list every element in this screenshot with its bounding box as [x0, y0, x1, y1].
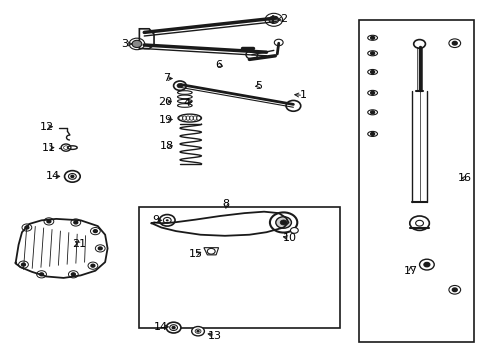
Circle shape — [47, 220, 51, 223]
Text: 1: 1 — [299, 90, 306, 100]
Circle shape — [177, 84, 183, 88]
Circle shape — [370, 36, 374, 39]
Text: 18: 18 — [160, 141, 174, 151]
Circle shape — [165, 219, 168, 221]
Text: 8: 8 — [222, 199, 229, 210]
Circle shape — [25, 226, 29, 229]
Circle shape — [98, 247, 102, 250]
Circle shape — [71, 273, 75, 276]
Circle shape — [74, 221, 78, 224]
Circle shape — [159, 215, 175, 226]
Circle shape — [419, 259, 433, 270]
Circle shape — [197, 330, 199, 332]
Circle shape — [413, 40, 425, 48]
Bar — [359, 20, 473, 342]
Text: 21: 21 — [72, 239, 86, 249]
Text: 4: 4 — [183, 98, 190, 108]
Circle shape — [169, 325, 177, 330]
Circle shape — [132, 40, 142, 48]
Text: 3: 3 — [121, 39, 128, 49]
Text: 9: 9 — [152, 215, 159, 225]
Circle shape — [370, 91, 374, 94]
Text: 7: 7 — [163, 73, 169, 84]
Text: 6: 6 — [215, 60, 222, 70]
Circle shape — [163, 217, 171, 223]
Circle shape — [370, 52, 374, 55]
Circle shape — [40, 273, 43, 276]
Circle shape — [19, 261, 28, 268]
Text: 19: 19 — [159, 114, 173, 125]
Circle shape — [22, 224, 32, 231]
Circle shape — [90, 228, 100, 235]
Circle shape — [64, 171, 80, 182]
Circle shape — [71, 175, 74, 177]
Circle shape — [415, 220, 423, 226]
Text: 2: 2 — [280, 14, 286, 24]
Circle shape — [95, 245, 105, 252]
Text: 17: 17 — [403, 266, 417, 276]
Circle shape — [173, 81, 186, 90]
Circle shape — [21, 263, 25, 266]
Circle shape — [93, 230, 97, 233]
Circle shape — [172, 327, 175, 329]
Circle shape — [68, 174, 76, 179]
Circle shape — [63, 146, 68, 149]
Text: 14: 14 — [154, 322, 168, 332]
Circle shape — [91, 264, 95, 267]
Circle shape — [370, 71, 374, 73]
Circle shape — [61, 144, 71, 151]
Circle shape — [269, 212, 297, 233]
Circle shape — [71, 219, 81, 226]
Circle shape — [88, 262, 98, 269]
Circle shape — [451, 41, 456, 45]
Text: 15: 15 — [188, 249, 202, 259]
Circle shape — [268, 16, 278, 23]
Circle shape — [37, 271, 46, 278]
Circle shape — [166, 322, 181, 333]
Text: 16: 16 — [457, 173, 470, 183]
Circle shape — [44, 218, 54, 225]
Text: 20: 20 — [158, 96, 172, 107]
Circle shape — [448, 39, 460, 48]
Circle shape — [285, 100, 300, 111]
Circle shape — [409, 216, 428, 230]
Text: 12: 12 — [40, 122, 53, 132]
Circle shape — [191, 327, 204, 336]
Circle shape — [451, 288, 456, 292]
Circle shape — [423, 262, 429, 267]
Circle shape — [68, 271, 78, 278]
Circle shape — [448, 285, 460, 294]
Polygon shape — [16, 219, 107, 278]
Circle shape — [280, 220, 286, 225]
Text: 14: 14 — [46, 171, 60, 181]
Circle shape — [370, 132, 374, 135]
Bar — [139, 207, 339, 328]
Circle shape — [195, 329, 201, 333]
Circle shape — [275, 217, 291, 228]
Text: 10: 10 — [282, 233, 296, 243]
Text: 5: 5 — [255, 81, 262, 91]
Text: 13: 13 — [208, 330, 222, 341]
Text: 11: 11 — [42, 143, 56, 153]
Circle shape — [290, 228, 298, 233]
Circle shape — [207, 248, 215, 254]
Circle shape — [370, 111, 374, 114]
